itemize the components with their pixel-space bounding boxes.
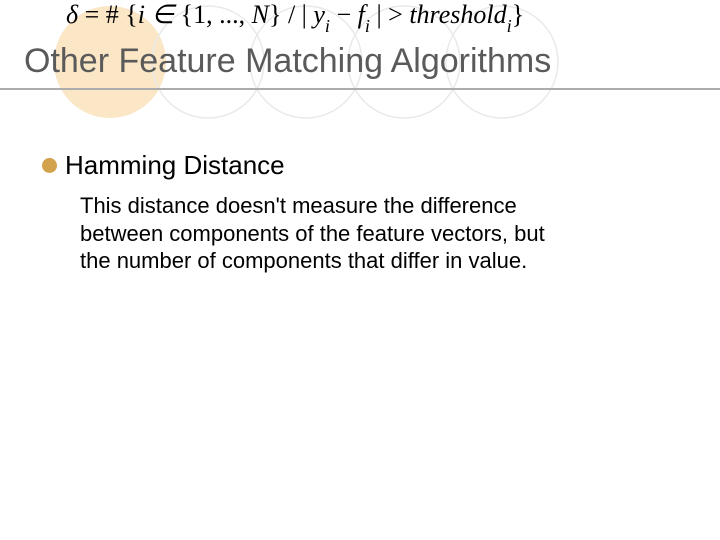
body-paragraph: This distance doesn't measure the differ… <box>80 192 570 275</box>
formula-f-sub: i <box>365 16 370 36</box>
formula-y: y <box>313 0 325 29</box>
formula-N: N <box>252 0 269 29</box>
title-underline <box>0 88 720 90</box>
formula-lbrace: { <box>125 0 137 29</box>
bullet-label: Hamming Distance <box>65 150 285 181</box>
formula-sep: / | <box>281 0 313 29</box>
formula-delta: δ <box>66 0 78 29</box>
bullet-dot-icon <box>42 158 57 173</box>
formula-threshold: threshold <box>409 0 506 29</box>
formula-y-sub: i <box>325 16 330 36</box>
formula-rbrace: } <box>512 0 524 29</box>
formula-gt: | > <box>370 0 409 29</box>
formula-f: f <box>358 0 365 29</box>
formula-hamming: δ = # {i ∈ {1, ..., N} / | yi − fi | > t… <box>66 0 524 34</box>
slide-title: Other Feature Matching Algorithms <box>24 42 551 81</box>
formula-minus: − <box>330 0 358 29</box>
formula-threshold-sub: i <box>507 16 512 36</box>
formula-set-close: } <box>269 0 281 29</box>
formula-set-open: {1, ..., <box>181 0 252 29</box>
formula-eqhash: = # <box>78 0 125 29</box>
formula-i-in: i ∈ <box>138 0 181 29</box>
bullet-hamming: Hamming Distance <box>42 150 285 181</box>
